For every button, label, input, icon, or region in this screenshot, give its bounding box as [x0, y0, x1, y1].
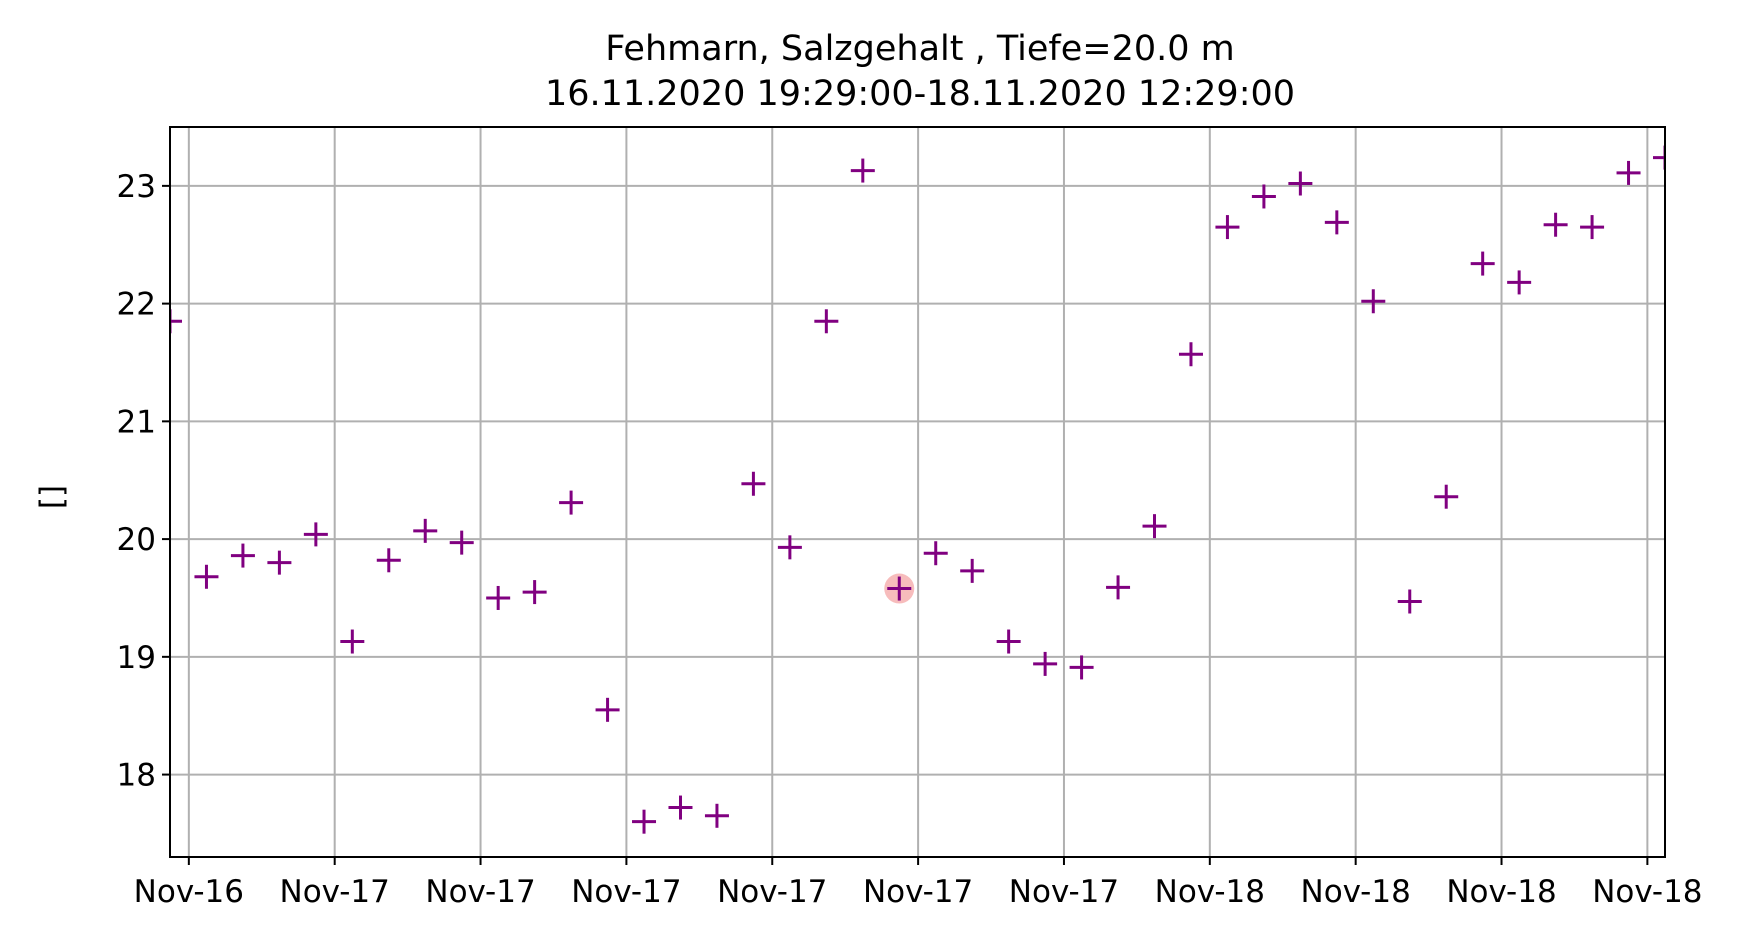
data-point [1361, 289, 1386, 314]
data-point [194, 564, 219, 589]
data-point [960, 558, 985, 583]
data-point [1507, 270, 1532, 295]
data-point [814, 309, 839, 334]
data-point [741, 471, 766, 496]
data-point [595, 697, 620, 722]
y-tick-label: 23 [117, 169, 156, 205]
y-tick-label: 21 [117, 404, 156, 440]
data-points [170, 145, 1665, 834]
data-point [1324, 210, 1349, 235]
data-point [1215, 215, 1240, 240]
x-tick-label: Nov-17 [571, 874, 681, 910]
y-axis-label: [] [34, 485, 70, 509]
data-point [996, 629, 1021, 654]
chart-title: Fehmarn, Salzgehalt , Tiefe=20.0 m [605, 29, 1235, 69]
y-tick-label: 19 [117, 640, 156, 676]
data-point [170, 309, 182, 334]
grid [170, 127, 1665, 857]
x-tick-label: Nov-18 [1155, 874, 1265, 910]
chart-subtitle: 16.11.2020 19:29:00-18.11.2020 12:29:00 [545, 74, 1295, 114]
y-tick-label: 22 [117, 287, 156, 323]
x-tick-label: Nov-18 [1592, 874, 1702, 910]
data-point [668, 795, 693, 820]
data-point [1106, 575, 1131, 600]
x-tick-label: Nov-17 [425, 874, 535, 910]
x-tick-label: Nov-16 [134, 874, 244, 910]
data-point [1580, 215, 1605, 240]
data-point [559, 490, 584, 515]
data-point [486, 585, 511, 610]
plot-frame [169, 126, 1666, 858]
data-point [303, 522, 328, 547]
x-tick-label: Nov-17 [1009, 874, 1119, 910]
data-point [1616, 160, 1641, 185]
data-point [1288, 171, 1313, 196]
x-tick-label: Nov-18 [1446, 874, 1556, 910]
x-tick-label: Nov-17 [863, 874, 973, 910]
data-point [340, 629, 365, 654]
data-point [1653, 145, 1665, 170]
data-point [1434, 484, 1459, 509]
data-point [267, 550, 292, 575]
data-point [1142, 514, 1167, 539]
y-tick-label: 20 [117, 522, 156, 558]
data-point [413, 518, 438, 543]
x-tick-label: Nov-17 [717, 874, 827, 910]
data-point [1397, 589, 1422, 614]
data-point [230, 543, 255, 568]
data-point [1543, 212, 1568, 237]
data-point [887, 576, 912, 601]
data-point [449, 530, 474, 555]
data-point [376, 548, 401, 573]
data-point [1178, 342, 1203, 367]
data-point [632, 809, 657, 834]
axis-ticks: Nov-16 Nov-17 Nov-17 Nov-17 Nov-17 Nov-17 Nov-… [117, 169, 1703, 910]
data-point [850, 158, 875, 183]
data-point [923, 541, 948, 566]
x-tick-label: Nov-17 [280, 874, 390, 910]
data-point [1470, 251, 1495, 276]
data-point [1251, 184, 1276, 209]
data-point [1069, 655, 1094, 680]
data-point [704, 803, 729, 828]
data-point [1033, 651, 1058, 676]
data-point [522, 580, 547, 605]
x-tick-label: Nov-18 [1301, 874, 1411, 910]
y-tick-label: 18 [117, 758, 156, 794]
data-point [777, 535, 802, 560]
